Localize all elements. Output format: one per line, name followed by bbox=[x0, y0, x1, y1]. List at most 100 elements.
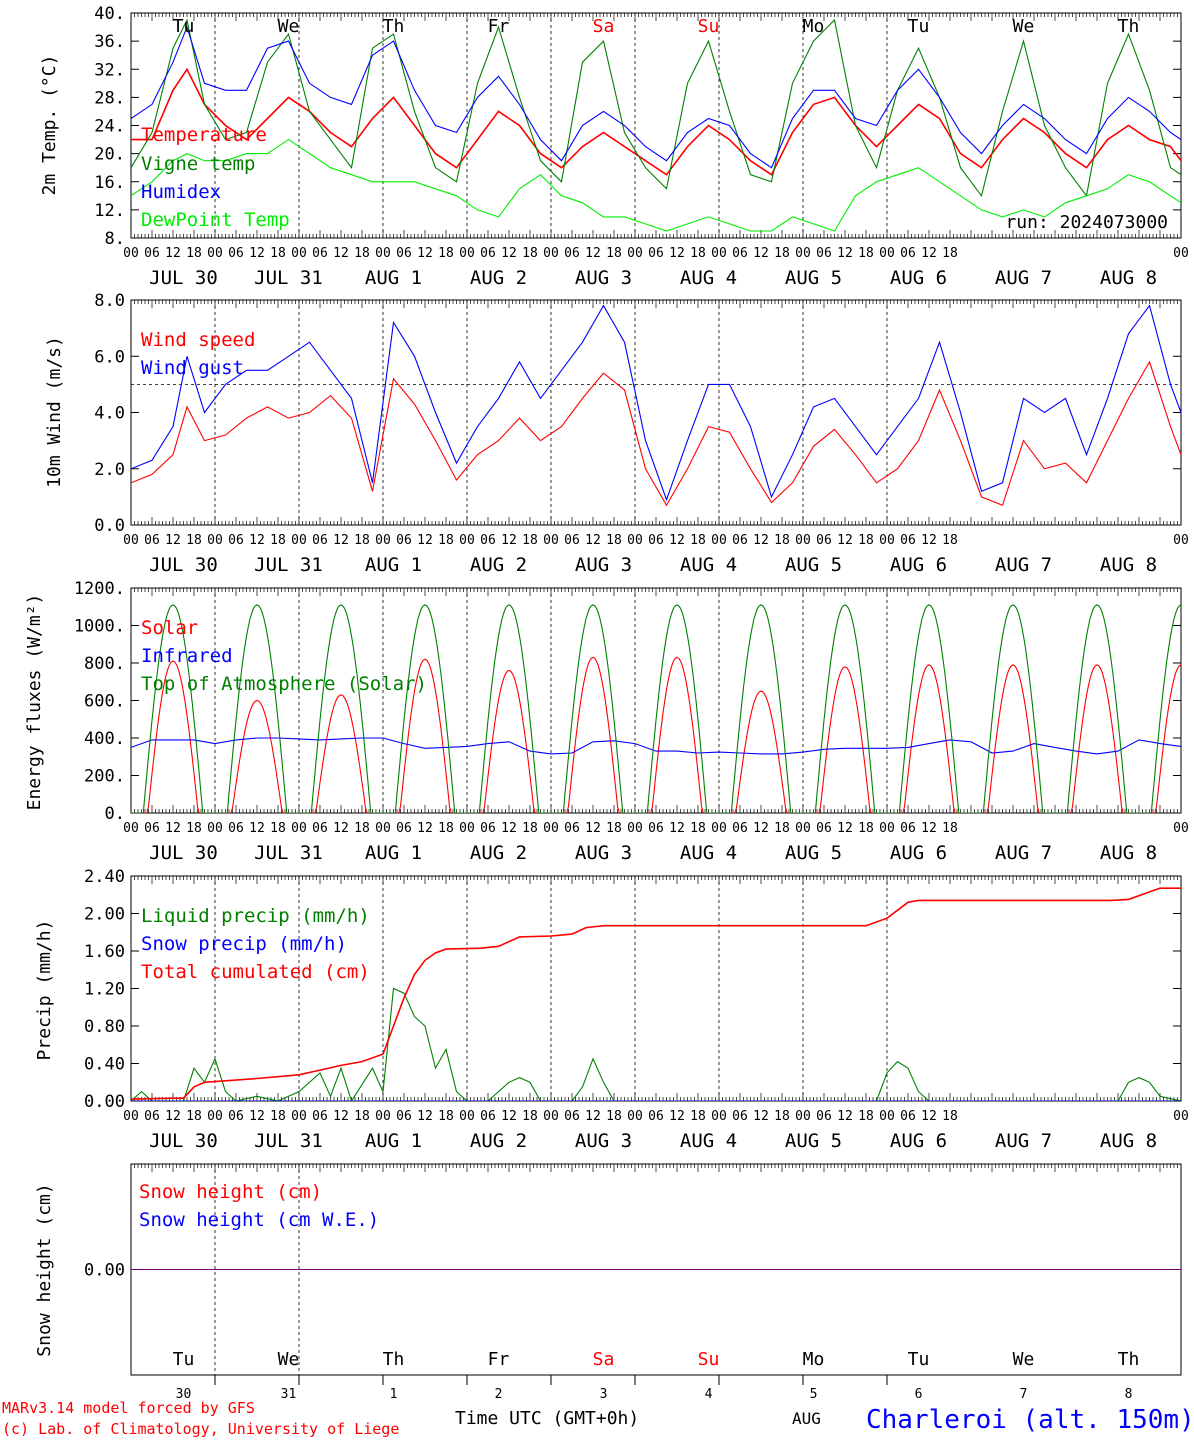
hour-tick-label: 00 bbox=[291, 821, 307, 836]
day-label: AUG 6 bbox=[890, 554, 947, 576]
hour-tick-label: 18 bbox=[354, 821, 370, 836]
hour-tick-label: 12 bbox=[585, 246, 601, 261]
hour-tick-label: 06 bbox=[480, 246, 496, 261]
weekday-label: Tu bbox=[908, 16, 930, 37]
hour-tick-label: 18 bbox=[942, 533, 958, 548]
weekday-label: Sa bbox=[593, 1349, 615, 1370]
y-axis-title: Precip (mm/h) bbox=[34, 920, 55, 1061]
y-tick-label: 0.00 bbox=[84, 1261, 125, 1281]
day-label: AUG 5 bbox=[785, 554, 842, 576]
hour-tick-label: 00 bbox=[711, 246, 727, 261]
legend-entry: Humidex bbox=[141, 181, 221, 203]
y-tick-label: 600. bbox=[84, 692, 125, 712]
hour-tick-label: 00 bbox=[1173, 246, 1189, 261]
day-label: JUL 30 bbox=[149, 1130, 218, 1152]
hour-tick-label: 06 bbox=[900, 1109, 916, 1124]
hour-tick-label: 12 bbox=[165, 533, 181, 548]
y-tick-label: 28. bbox=[94, 88, 125, 108]
panel-1: 40. 36. 32. 28. 24. 20. 16. 12. 8. 2m Temp. (°C) T… bbox=[39, 4, 1189, 289]
hour-tick-label: 12 bbox=[585, 1109, 601, 1124]
y-tick-label: 2.40 bbox=[84, 867, 125, 887]
panel-3: 1200. 1000. 800. 600. 400. 200. 0. Energy fluxe… bbox=[24, 579, 1189, 864]
hour-tick-label: 00 bbox=[123, 821, 139, 836]
hour-tick-label: 00 bbox=[879, 246, 895, 261]
hour-tick-label: 18 bbox=[438, 246, 454, 261]
series-group bbox=[131, 18, 1181, 232]
hour-tick-label: 18 bbox=[186, 1109, 202, 1124]
y-tick-label: 0.0 bbox=[94, 516, 125, 536]
hour-tick-label: 18 bbox=[690, 1109, 706, 1124]
hour-tick-label: 00 bbox=[627, 246, 643, 261]
day-label: AUG 3 bbox=[575, 842, 632, 864]
hour-tick-label: 00 bbox=[711, 533, 727, 548]
day-number-label: 2 bbox=[495, 1387, 503, 1402]
weekday-label: Tu bbox=[173, 1349, 195, 1370]
weekday-label: Tu bbox=[173, 16, 195, 37]
hour-tick-label: 06 bbox=[396, 821, 412, 836]
hour-tick-label: 12 bbox=[585, 533, 601, 548]
weekday-label: Fr bbox=[488, 1349, 510, 1370]
hour-tick-label: 06 bbox=[480, 533, 496, 548]
day-label: AUG 3 bbox=[575, 1130, 632, 1152]
hour-tick-label: 12 bbox=[669, 533, 685, 548]
hour-tick-label: 18 bbox=[858, 821, 874, 836]
day-label: JUL 31 bbox=[254, 1130, 323, 1152]
series-line bbox=[131, 737, 1181, 755]
station-name: Charleroi (alt. 150m) bbox=[866, 1405, 1194, 1435]
series-line bbox=[131, 987, 1181, 1101]
hour-tick-label: 00 bbox=[627, 533, 643, 548]
day-label: AUG 4 bbox=[680, 842, 737, 864]
hour-tick-label: 06 bbox=[564, 821, 580, 836]
hour-tick-label: 18 bbox=[942, 1109, 958, 1124]
hour-tick-label: 12 bbox=[837, 821, 853, 836]
day-label: AUG 7 bbox=[995, 842, 1052, 864]
footer-copyright: (c) Lab. of Climatology, University of L… bbox=[2, 1420, 399, 1438]
day-label: AUG 1 bbox=[365, 842, 422, 864]
hour-tick-label: 12 bbox=[165, 821, 181, 836]
hour-tick-label: 18 bbox=[858, 533, 874, 548]
hour-tick-label: 18 bbox=[690, 533, 706, 548]
hour-tick-label: 12 bbox=[753, 1109, 769, 1124]
hour-tick-label: 06 bbox=[816, 821, 832, 836]
day-label: AUG 1 bbox=[365, 1130, 422, 1152]
hour-tick-label: 12 bbox=[165, 1109, 181, 1124]
y-tick-label: 2.00 bbox=[84, 905, 125, 925]
day-label: AUG 6 bbox=[890, 1130, 947, 1152]
hour-tick-label: 12 bbox=[333, 821, 349, 836]
panel-2: 8.0 6.0 4.0 2.0 0.0 10m Wind (m/s) Wind speed W… bbox=[44, 291, 1189, 576]
hour-tick-label: 12 bbox=[921, 246, 937, 261]
hour-tick-label: 00 bbox=[375, 821, 391, 836]
hour-tick-label: 18 bbox=[438, 533, 454, 548]
series-line bbox=[131, 604, 1181, 813]
series-line bbox=[131, 138, 1181, 232]
day-number-label: 31 bbox=[281, 1387, 297, 1402]
hour-tick-label: 12 bbox=[669, 1109, 685, 1124]
hour-tick-label: 18 bbox=[774, 246, 790, 261]
hour-tick-label: 12 bbox=[501, 1109, 517, 1124]
hour-tick-label: 00 bbox=[711, 821, 727, 836]
hour-tick-label: 00 bbox=[459, 821, 475, 836]
hour-tick-label: 00 bbox=[123, 1109, 139, 1124]
weekday-label: Su bbox=[698, 16, 720, 37]
day-label: AUG 8 bbox=[1100, 267, 1157, 289]
day-label: AUG 4 bbox=[680, 267, 737, 289]
hour-tick-label: 12 bbox=[753, 246, 769, 261]
y-tick-label: 6.0 bbox=[94, 347, 125, 367]
day-label: AUG 1 bbox=[365, 554, 422, 576]
hour-tick-label: 18 bbox=[438, 821, 454, 836]
hour-tick-label: 06 bbox=[900, 246, 916, 261]
hour-tick-label: 06 bbox=[312, 533, 328, 548]
weekday-label: Mo bbox=[803, 1349, 825, 1370]
hour-tick-label: 06 bbox=[816, 1109, 832, 1124]
hour-tick-label: 12 bbox=[837, 533, 853, 548]
hour-tick-label: 00 bbox=[543, 533, 559, 548]
hour-tick-label: 00 bbox=[375, 246, 391, 261]
hour-tick-label: 00 bbox=[795, 533, 811, 548]
hour-tick-label: 12 bbox=[249, 1109, 265, 1124]
legend-entry: Snow precip (mm/h) bbox=[141, 933, 347, 955]
hour-tick-label: 06 bbox=[396, 246, 412, 261]
day-label: AUG 6 bbox=[890, 267, 947, 289]
hour-tick-label: 18 bbox=[858, 246, 874, 261]
hour-tick-label: 18 bbox=[606, 246, 622, 261]
